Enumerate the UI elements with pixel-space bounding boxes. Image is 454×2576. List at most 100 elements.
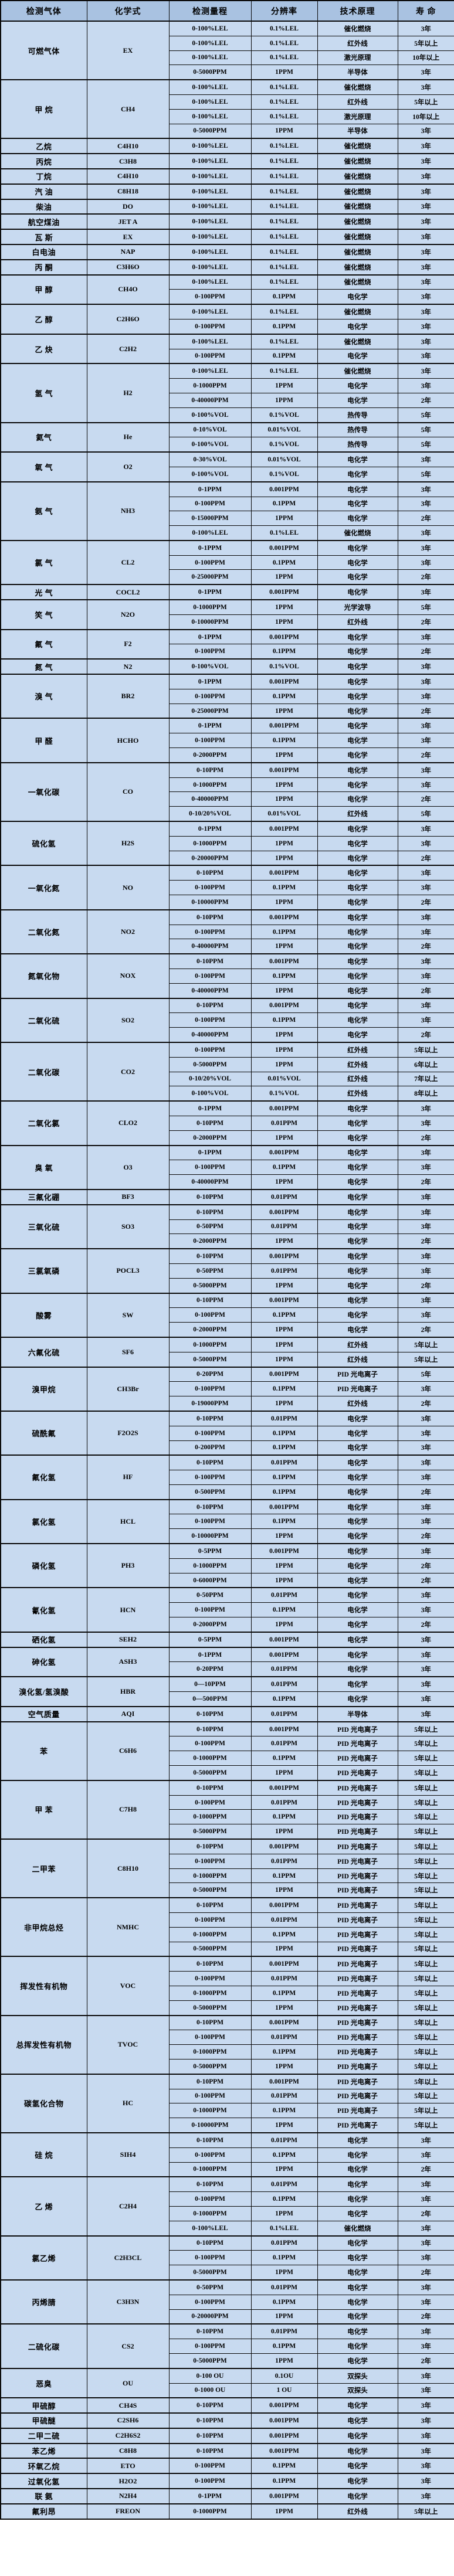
principle-cell: 红外线 [317, 1396, 398, 1412]
lifespan-cell: 3年 [397, 1204, 454, 1220]
resolution-cell: 0.1PPM [250, 924, 318, 940]
lifespan-cell: 3年 [397, 1425, 454, 1441]
resolution-cell: 1PPM [250, 791, 318, 807]
resolution-cell: 1PPM [250, 1572, 318, 1588]
range-cell: 0-1000PPM [168, 1926, 252, 1942]
range-cell: 0-100PPM [168, 2030, 252, 2045]
resolution-cell: 0.1PPM [250, 2250, 318, 2266]
chemical-formula-cell: CLO2 [86, 1100, 170, 1146]
chemical-formula-cell: N2O [86, 599, 170, 630]
resolution-cell: 0.1PPM [250, 644, 318, 660]
lifespan-cell: 5年以上 [397, 2058, 454, 2075]
table-row: 0-2000PPM 1PPM 电化学 2年 [1, 1322, 454, 1338]
principle-cell: 电化学 [317, 1646, 398, 1663]
resolution-cell: 0.01PPM [250, 1971, 318, 1986]
principle-cell: 电化学 [317, 1498, 398, 1515]
lifespan-cell: 3年 [397, 1307, 454, 1323]
table-row: 乙 烯 C2H4 0-10PPM 0.01PPM 电化学 3年 [0, 2176, 454, 2237]
resolution-cell: 0.001PPM [250, 997, 318, 1014]
gas-name-cell: 三氟化硼 [0, 1188, 87, 1205]
lifespan-cell: 2年 [397, 895, 454, 910]
chemical-formula-cell: NOX [86, 953, 170, 999]
principle-cell: 红外线 [317, 614, 398, 630]
resolution-cell: 0.1PPM [250, 2103, 318, 2119]
table-row: 二甲二硫 C2H6S2 0-10PPM 0.001PPM 电化学 3年 [0, 2427, 454, 2444]
chemical-formula-cell: ASH3 [86, 1646, 170, 1677]
table-row: 乙烷 C4H10 0-100%LEL 0.1%LEL 催化燃烧 3年 [0, 138, 454, 154]
table-row: 硫化氢 H2S 0-1PPM 0.001PPM 电化学 3年 [0, 821, 454, 866]
resolution-cell: 1PPM [250, 1174, 318, 1190]
table-row: 挥发性有机物 VOC 0-10PPM 0.001PPM PID 光电离子 5年以上 [0, 1956, 454, 2016]
lifespan-cell: 5年以上 [397, 1751, 454, 1766]
resolution-cell: 1PPM [250, 1351, 318, 1368]
table-row: 0-40000PPM 1PPM 电化学 2年 [1, 1174, 454, 1190]
resolution-cell: 0.1%VOL [250, 1086, 318, 1102]
principle-cell: 红外线 [317, 2503, 398, 2520]
range-cell: 0-10PPM [168, 2442, 252, 2459]
range-cell: 0-10PPM [168, 762, 252, 778]
table-row: 砷化氢 ASH3 0-1PPM 0.001PPM 电化学 3年 [0, 1646, 454, 1677]
lifespan-cell: 5年以上 [397, 1941, 454, 1957]
chemical-formula-cell: C3H3N [86, 2279, 170, 2324]
principle-cell: 催化燃烧 [317, 213, 398, 230]
table-row: 0-10000PPM 1PPM 红外线 2年 [1, 614, 454, 630]
lifespan-cell: 3年 [397, 304, 454, 320]
range-cell: 0-10PPM [168, 1188, 252, 1205]
table-row: 磷化氢 PH3 0-5PPM 0.001PPM 电化学 3年 [0, 1543, 454, 1588]
lifespan-cell: 3年 [397, 1292, 454, 1309]
resolution-cell: 0.1%VOL [250, 466, 318, 482]
lifespan-cell: 3年 [397, 865, 454, 881]
resolution-cell: 0.1PPM [250, 289, 318, 305]
lifespan-cell: 2年 [397, 2265, 454, 2281]
lifespan-cell: 8年以上 [397, 1086, 454, 1102]
table-row: 汽 油 C8H18 0-100%LEL 0.1%LEL 催化燃烧 3年 [0, 183, 454, 200]
table-row: 一氧化氮 NO 0-10PPM 0.001PPM 电化学 3年 [0, 865, 454, 910]
lifespan-cell: 5年以上 [397, 2073, 454, 2089]
lifespan-cell: 5年 [397, 437, 454, 453]
range-cell: 0-2000PPM [168, 747, 252, 763]
gas-name-cell: 硫化氢 [0, 821, 87, 866]
principle-cell: PID 光电离子 [317, 1809, 398, 1825]
range-cell: 0-20000PPM [168, 850, 252, 866]
principle-cell: 电化学 [317, 953, 398, 970]
gas-name-cell: 环氧乙烷 [0, 2458, 87, 2474]
lifespan-cell: 2年 [397, 1572, 454, 1588]
resolution-cell: 1PPM [250, 392, 318, 408]
table-row: 二氧化氮 NO2 0-10PPM 0.001PPM 电化学 3年 [0, 909, 454, 954]
table-row: 0-100PPM 0.1PPM 电化学 3年 [1, 1470, 454, 1485]
principle-cell: PID 光电离子 [317, 1366, 398, 1382]
lifespan-cell: 3年 [397, 555, 454, 570]
gas-name-cell: 氧 气 [0, 451, 87, 482]
chemical-formula-cell: DO [86, 198, 170, 215]
range-cell: 0-10PPM [168, 1410, 252, 1426]
lifespan-cell: 3年 [397, 2427, 454, 2444]
gas-name-cell: 汽 油 [0, 183, 87, 200]
range-cell: 0-1000PPM [168, 1751, 252, 1766]
chemical-formula-cell: HCHO [86, 718, 170, 763]
range-cell: 0-100%LEL [168, 333, 252, 349]
principle-cell: 电化学 [317, 1027, 398, 1043]
table-row: 0-5000PPM 1PPM PID 光电离子 5年以上 [1, 2058, 454, 2075]
principle-cell: 电化学 [317, 2323, 398, 2340]
resolution-cell: 0.1%LEL [250, 183, 318, 200]
table-row: 0-5000PPM 1PPM 电化学 2年 [1, 1277, 454, 1294]
principle-cell: 催化燃烧 [317, 274, 398, 290]
principle-cell: 电化学 [317, 1440, 398, 1456]
lifespan-cell: 3年 [397, 1705, 454, 1722]
chemical-formula-cell: SO2 [86, 997, 170, 1043]
principle-cell: 电化学 [317, 821, 398, 837]
column-header-lifespan: 寿 命 [397, 0, 454, 22]
table-row: 0-50PPM 0.01PPM 电化学 3年 [1, 1263, 454, 1279]
lifespan-cell: 7年以上 [397, 1071, 454, 1087]
resolution-cell: 1PPM [250, 703, 318, 719]
principle-cell: 激光原理 [317, 50, 398, 66]
lifespan-cell: 5年以上 [397, 1041, 454, 1058]
chemical-formula-cell: CS2 [86, 2323, 170, 2369]
resolution-cell: 0.01PPM [250, 1219, 318, 1235]
table-row: 三氯氧磷 POCL3 0-10PPM 0.001PPM 电化学 3年 [0, 1248, 454, 1294]
range-cell: 0-100PPM [168, 555, 252, 570]
table-row: 0-2000PPM 1PPM 电化学 2年 [1, 1130, 454, 1146]
resolution-cell: 0.01PPM [250, 1676, 318, 1693]
column-header-resolution: 分辨率 [250, 0, 318, 22]
range-cell: 0-100PPM [168, 318, 252, 335]
